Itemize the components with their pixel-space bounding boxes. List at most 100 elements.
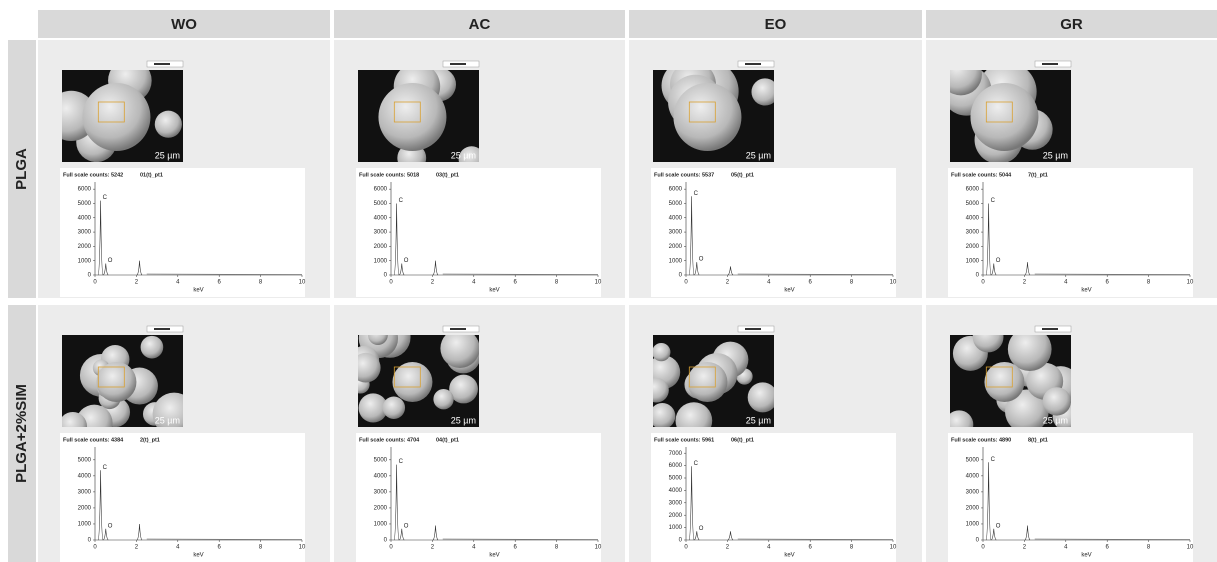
micrograph-legend-bar [745,328,761,330]
y-tick-label: 1000 [966,522,980,528]
scale-label: 25 µm [451,415,476,425]
micrograph-legend-bar [745,63,761,65]
counts-label: Full scale counts: 5044 [951,172,1012,178]
main-sphere [82,83,150,151]
counts-label: Full scale counts: 5018 [359,172,419,178]
peak-label: C [991,198,996,204]
file-label: 06(t)_pt1 [731,437,754,443]
sphere [155,111,182,138]
x-axis-label: keV [193,288,203,294]
y-tick-label: 1000 [78,258,92,264]
y-tick-label: 1000 [669,258,683,264]
y-tick-label: 5000 [669,476,683,482]
main-sphere [984,362,1024,402]
y-tick-label: 2000 [966,506,980,512]
peak-label: O [996,258,1001,264]
y-tick-label: 1000 [374,522,388,528]
main-sphere [392,362,432,402]
x-axis-label: keV [489,288,499,294]
y-tick-label: 5000 [966,201,980,207]
scale-label: 25 µm [1043,150,1068,160]
y-tick-label: 5000 [966,457,980,463]
column-header: GR [1060,16,1083,33]
y-tick-label: 5000 [669,201,683,207]
main-sphere [378,83,446,151]
main-sphere [687,362,727,402]
y-tick-label: 6000 [966,187,980,193]
main-sphere [673,83,741,151]
sphere [1043,387,1071,415]
peak-label: O [108,523,113,529]
y-tick-label: 3000 [966,489,980,495]
y-tick-label: 4000 [374,473,388,479]
x-tick-label: 10 [595,545,602,551]
counts-label: Full scale counts: 5537 [654,172,714,178]
scale-label: 25 µm [746,150,771,160]
peak-label: C [103,195,108,201]
x-axis-label: keV [1081,288,1091,294]
y-tick-label: 5000 [78,457,92,463]
y-tick-label: 6000 [669,463,683,469]
x-axis-label: keV [489,553,499,559]
peak-label: C [103,465,108,471]
file-label: 7(t)_pt1 [1028,172,1048,178]
y-tick-label: 4000 [78,473,92,479]
y-tick-label: 5000 [374,201,388,207]
file-label: 01(t)_pt1 [140,172,163,178]
y-tick-label: 6000 [374,187,388,193]
y-tick-label: 2000 [669,513,683,519]
peak-label: C [694,191,699,197]
sphere [141,336,164,359]
peak-label: C [991,457,996,463]
x-axis-label: keV [784,288,794,294]
file-label: 03(t)_pt1 [436,172,459,178]
y-tick-label: 6000 [78,187,92,193]
peak-label: O [404,258,409,264]
micrograph-legend-bar [154,328,170,330]
x-axis-label: keV [193,553,203,559]
spectrum-box [356,433,601,562]
x-tick-label: 10 [890,280,897,286]
y-tick-label: 1000 [78,522,92,528]
y-tick-label: 1000 [966,258,980,264]
y-tick-label: 3000 [966,230,980,236]
peak-label: C [399,459,404,465]
x-axis-label: keV [1081,553,1091,559]
file-label: 8(t)_pt1 [1028,437,1048,443]
y-tick-label: 7000 [669,451,683,457]
x-tick-label: 10 [595,280,602,286]
sphere [652,343,670,361]
y-tick-label: 3000 [78,489,92,495]
sphere [383,397,405,419]
micrograph-legend-bar [450,328,466,330]
spectrum-box [356,168,601,297]
counts-label: Full scale counts: 4704 [359,437,420,443]
file-label: 05(t)_pt1 [731,172,754,178]
y-tick-label: 6000 [669,187,683,193]
x-axis-label: keV [784,553,794,559]
micrograph-legend-bar [1042,328,1058,330]
column-header: WO [171,16,197,33]
y-tick-label: 4000 [966,473,980,479]
x-tick-label: 10 [1187,545,1194,551]
micrograph-legend-bar [1042,63,1058,65]
peak-label: O [108,258,113,264]
y-tick-label: 4000 [374,215,388,221]
y-tick-label: 4000 [966,215,980,221]
peak-label: O [699,257,704,263]
figure: WOACEOGRPLGA25 µmFull scale counts: 5242… [0,0,1217,562]
file-label: 2(t)_pt1 [140,437,160,443]
micrograph [653,60,779,162]
counts-label: Full scale counts: 5242 [63,172,123,178]
sphere [433,389,453,409]
y-tick-label: 5000 [78,201,92,207]
scale-label: 25 µm [155,415,180,425]
sphere [748,382,778,412]
counts-label: Full scale counts: 5961 [654,437,714,443]
scale-label: 25 µm [451,150,476,160]
spectrum-box [651,433,896,562]
y-tick-label: 3000 [669,230,683,236]
peak-label: O [404,523,409,529]
file-label: 04(t)_pt1 [436,437,459,443]
micrograph-legend-bar [450,63,466,65]
